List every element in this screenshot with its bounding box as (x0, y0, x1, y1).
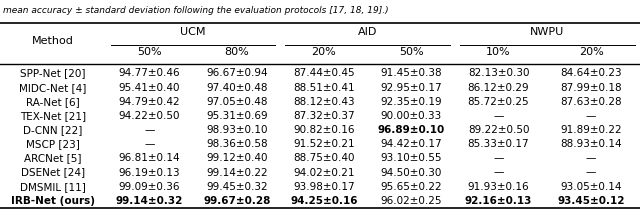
Text: —: — (493, 168, 504, 178)
Text: 87.32±0.37: 87.32±0.37 (293, 111, 355, 121)
Text: 99.09±0.36: 99.09±0.36 (118, 182, 180, 192)
Text: 20%: 20% (312, 47, 337, 57)
Text: 93.98±0.17: 93.98±0.17 (293, 182, 355, 192)
Text: 87.44±0.45: 87.44±0.45 (293, 68, 355, 78)
Text: —: — (493, 153, 504, 163)
Text: SPP-Net [20]: SPP-Net [20] (20, 68, 86, 78)
Text: Method: Method (32, 36, 74, 46)
Text: 97.40±0.48: 97.40±0.48 (206, 83, 268, 93)
Text: 96.02±0.25: 96.02±0.25 (381, 196, 442, 206)
Text: 50%: 50% (399, 47, 424, 57)
Text: 85.72±0.25: 85.72±0.25 (468, 97, 529, 107)
Text: 94.77±0.46: 94.77±0.46 (118, 68, 180, 78)
Text: 96.67±0.94: 96.67±0.94 (206, 68, 268, 78)
Text: 91.93±0.16: 91.93±0.16 (468, 182, 529, 192)
Text: 95.41±0.40: 95.41±0.40 (118, 83, 180, 93)
Text: 82.13±0.30: 82.13±0.30 (468, 68, 529, 78)
Text: 87.99±0.18: 87.99±0.18 (560, 83, 622, 93)
Text: 91.45±0.38: 91.45±0.38 (380, 68, 442, 78)
Text: 99.14±0.32: 99.14±0.32 (116, 196, 183, 206)
Text: 88.93±0.14: 88.93±0.14 (560, 139, 622, 149)
Text: NWPU: NWPU (531, 27, 564, 37)
Text: 94.25±0.16: 94.25±0.16 (290, 196, 358, 206)
Text: 84.64±0.23: 84.64±0.23 (560, 68, 622, 78)
Text: 90.00±0.33: 90.00±0.33 (381, 111, 442, 121)
Text: AID: AID (358, 27, 378, 37)
Text: 94.79±0.42: 94.79±0.42 (118, 97, 180, 107)
Text: 93.10±0.55: 93.10±0.55 (381, 153, 442, 163)
Text: MSCP [23]: MSCP [23] (26, 139, 80, 149)
Text: 85.33±0.17: 85.33±0.17 (468, 139, 529, 149)
Text: D-CNN [22]: D-CNN [22] (23, 125, 83, 135)
Text: 92.35±0.19: 92.35±0.19 (380, 97, 442, 107)
Text: 92.16±0.13: 92.16±0.13 (465, 196, 532, 206)
Text: 96.19±0.13: 96.19±0.13 (118, 168, 180, 178)
Text: 10%: 10% (486, 47, 511, 57)
Text: 93.05±0.14: 93.05±0.14 (561, 182, 622, 192)
Text: 94.50±0.30: 94.50±0.30 (381, 168, 442, 178)
Text: 88.12±0.43: 88.12±0.43 (293, 97, 355, 107)
Text: 94.02±0.21: 94.02±0.21 (293, 168, 355, 178)
Text: 98.36±0.58: 98.36±0.58 (206, 139, 268, 149)
Text: 94.42±0.17: 94.42±0.17 (380, 139, 442, 149)
Text: —: — (586, 111, 596, 121)
Text: 99.67±0.28: 99.67±0.28 (203, 196, 270, 206)
Text: TEX-Net [21]: TEX-Net [21] (20, 111, 86, 121)
Text: —: — (144, 125, 155, 135)
Text: 99.45±0.32: 99.45±0.32 (206, 182, 268, 192)
Text: —: — (586, 168, 596, 178)
Text: DMSMIL [11]: DMSMIL [11] (20, 182, 86, 192)
Text: 87.63±0.28: 87.63±0.28 (560, 97, 622, 107)
Text: 96.89±0.10: 96.89±0.10 (378, 125, 445, 135)
Text: 99.12±0.40: 99.12±0.40 (206, 153, 268, 163)
Text: 94.22±0.50: 94.22±0.50 (118, 111, 180, 121)
Text: 20%: 20% (579, 47, 604, 57)
Text: —: — (144, 139, 155, 149)
Text: 99.14±0.22: 99.14±0.22 (206, 168, 268, 178)
Text: —: — (586, 153, 596, 163)
Text: 89.22±0.50: 89.22±0.50 (468, 125, 529, 135)
Text: 50%: 50% (137, 47, 162, 57)
Text: 91.52±0.21: 91.52±0.21 (293, 139, 355, 149)
Text: 93.45±0.12: 93.45±0.12 (557, 196, 625, 206)
Text: mean accuracy ± standard deviation following the evaluation protocols [17, 18, 1: mean accuracy ± standard deviation follo… (3, 6, 389, 14)
Text: 91.89±0.22: 91.89±0.22 (560, 125, 622, 135)
Text: 90.82±0.16: 90.82±0.16 (293, 125, 355, 135)
Text: 88.75±0.40: 88.75±0.40 (293, 153, 355, 163)
Text: 95.31±0.69: 95.31±0.69 (206, 111, 268, 121)
Text: 96.81±0.14: 96.81±0.14 (118, 153, 180, 163)
Text: 95.65±0.22: 95.65±0.22 (380, 182, 442, 192)
Text: 86.12±0.29: 86.12±0.29 (468, 83, 529, 93)
Text: RA-Net [6]: RA-Net [6] (26, 97, 80, 107)
Text: DSENet [24]: DSENet [24] (21, 168, 85, 178)
Text: IRB-Net (ours): IRB-Net (ours) (11, 196, 95, 206)
Text: 88.51±0.41: 88.51±0.41 (293, 83, 355, 93)
Text: 80%: 80% (224, 47, 249, 57)
Text: ARCNet [5]: ARCNet [5] (24, 153, 82, 163)
Text: 98.93±0.10: 98.93±0.10 (206, 125, 268, 135)
Text: MIDC-Net [4]: MIDC-Net [4] (19, 83, 86, 93)
Text: 92.95±0.17: 92.95±0.17 (380, 83, 442, 93)
Text: UCM: UCM (180, 27, 206, 37)
Text: 97.05±0.48: 97.05±0.48 (206, 97, 268, 107)
Text: —: — (493, 111, 504, 121)
